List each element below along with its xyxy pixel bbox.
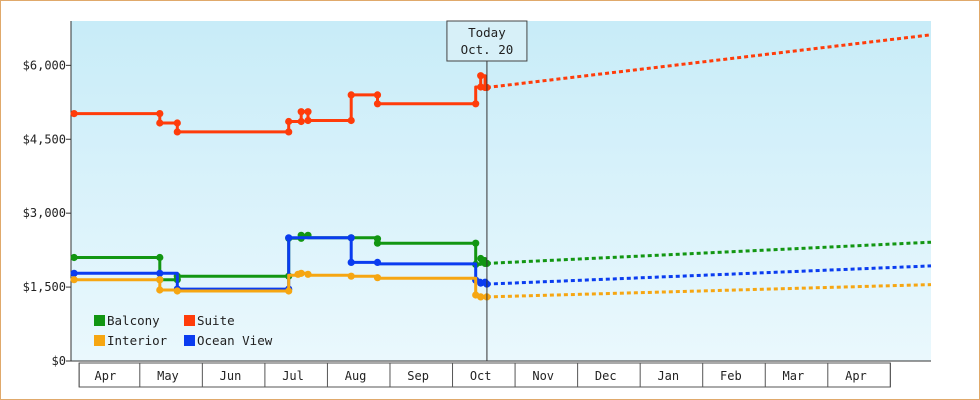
data-point [156, 119, 164, 127]
x-axis: Apr May Jun Jul Aug Sep Oct Nov Dec Jan Feb Mar Apr [71, 360, 931, 388]
data-point [70, 269, 78, 277]
data-point [373, 239, 382, 247]
data-point [477, 72, 485, 80]
series-layer [70, 33, 932, 301]
data-point [70, 110, 78, 118]
data-point [173, 119, 181, 127]
data-point [173, 128, 181, 136]
today-box [446, 20, 528, 62]
x-tick-label: Mar [783, 369, 805, 383]
x-tick-label: Sep [407, 369, 429, 383]
data-point [285, 234, 293, 242]
data-point [347, 91, 355, 99]
data-point [477, 293, 485, 301]
legend-swatch [184, 335, 195, 346]
data-point [297, 269, 305, 277]
data-point [156, 253, 164, 262]
data-point [477, 254, 485, 263]
forecast-line [486, 33, 932, 89]
data-point [173, 287, 181, 295]
legend-swatch [184, 315, 195, 326]
data-point [472, 100, 480, 108]
data-point [373, 274, 382, 282]
data-point [70, 253, 78, 262]
legend-label: Balcony [107, 313, 160, 328]
legend-swatch [94, 315, 105, 326]
data-point [347, 116, 355, 125]
x-tick-label: Feb [720, 369, 742, 383]
data-point [285, 287, 293, 295]
data-point [347, 272, 355, 280]
legend-swatch [94, 335, 105, 346]
x-tick-label: Oct [470, 369, 492, 383]
data-point [373, 91, 382, 99]
x-tick-label: Jul [282, 369, 304, 383]
legend: Balcony Suite Interior Ocean View [94, 313, 273, 348]
x-tick-label: May [157, 369, 179, 383]
x-tick-label: Apr [95, 369, 117, 383]
data-point [472, 239, 480, 247]
series-suite [70, 33, 932, 136]
x-tick-label: Aug [345, 369, 367, 383]
legend-label: Suite [197, 313, 235, 328]
y-tick-label: $4,500 [23, 132, 66, 146]
x-tick-label: Nov [532, 369, 554, 383]
data-point [70, 276, 78, 284]
history-line [74, 74, 487, 134]
data-point [347, 258, 355, 266]
series-interior [70, 269, 932, 301]
data-point [373, 100, 382, 108]
data-point [285, 117, 293, 126]
legend-label: Interior [107, 333, 168, 348]
y-tick-label: $1,500 [23, 280, 66, 294]
today-label: Today [468, 25, 506, 40]
data-point [156, 110, 164, 118]
data-point [156, 276, 164, 284]
data-point [156, 269, 164, 277]
today-marker: Today Oct. 20 [446, 20, 528, 361]
data-point [373, 258, 382, 266]
data-point [304, 108, 312, 116]
x-tick-label: Apr [845, 369, 867, 383]
data-point [285, 128, 293, 136]
data-point [304, 270, 312, 278]
y-tick-label: $3,000 [23, 206, 66, 220]
today-date-label: Oct. 20 [461, 42, 514, 57]
y-axis: $0 $1,500 $3,000 $4,500 $6,000 [23, 21, 72, 368]
x-tick-label: Dec [595, 369, 617, 383]
data-point [156, 286, 164, 294]
data-point [304, 116, 312, 125]
y-tick-label: $6,000 [23, 58, 66, 72]
data-point [347, 234, 355, 242]
y-tick-label: $0 [52, 354, 66, 368]
data-point [297, 108, 305, 116]
x-tick-label: Jan [657, 369, 679, 383]
plot-background [71, 21, 931, 361]
data-point [297, 117, 305, 126]
x-tick-label: Jun [220, 369, 242, 383]
legend-label: Ocean View [197, 333, 273, 348]
